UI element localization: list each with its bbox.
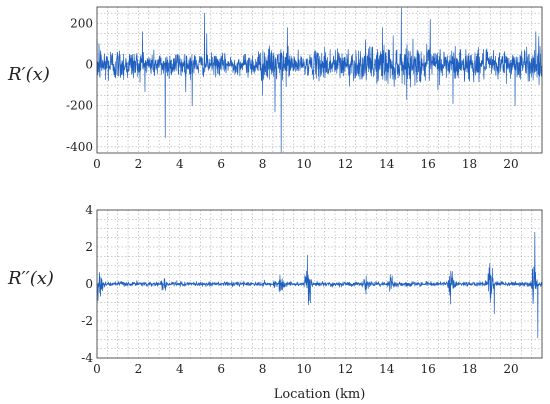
ytick-label: 4 xyxy=(85,203,93,217)
xtick-label: 2 xyxy=(135,362,143,376)
xtick-labels-top: 0 2 4 6 8 10 12 14 16 18 20 xyxy=(93,157,518,171)
ytick-labels-top: 200 0 -200 -400 xyxy=(66,16,93,153)
plot-frame-bottom xyxy=(96,209,543,359)
xtick-label: 12 xyxy=(338,362,353,376)
ytick-label: 2 xyxy=(85,240,93,254)
xtick-label: 10 xyxy=(296,362,311,376)
xtick-labels-bottom: 0 2 4 6 8 10 12 14 16 18 20 xyxy=(93,362,518,376)
ytick-label: -400 xyxy=(66,140,93,154)
xtick-label: 8 xyxy=(259,157,267,171)
ytick-label: -2 xyxy=(81,314,93,328)
xtick-label: 12 xyxy=(338,157,353,171)
xtick-label: 16 xyxy=(421,362,436,376)
xtick-label: 18 xyxy=(462,157,477,171)
xtick-label: 20 xyxy=(503,362,518,376)
xtick-label: 0 xyxy=(93,362,101,376)
ytick-label: -200 xyxy=(66,99,93,113)
xtick-label: 0 xyxy=(93,157,101,171)
ytick-labels-bottom: 4 2 0 -2 -4 xyxy=(81,203,93,365)
grid-top xyxy=(96,7,543,153)
series-line xyxy=(96,231,543,338)
xtick-label: 2 xyxy=(135,157,143,171)
xtick-label: 14 xyxy=(379,362,395,376)
xtick-label: 10 xyxy=(296,157,311,171)
chart-top-rprime: 0 2 4 6 8 10 12 14 16 18 20 200 0 -200 -400 R′(x) xyxy=(7,6,543,171)
xtick-label: 6 xyxy=(217,157,225,171)
xtick-label: 4 xyxy=(176,157,184,171)
trace-bottom xyxy=(96,231,543,338)
xtick-label: 8 xyxy=(259,362,267,376)
xtick-label: 14 xyxy=(379,157,395,171)
xtick-label: 6 xyxy=(217,362,225,376)
xtick-label: 18 xyxy=(462,362,477,376)
series-line xyxy=(96,7,543,153)
ytick-label: 0 xyxy=(85,277,93,291)
trace-top xyxy=(96,7,543,153)
ytick-label: -4 xyxy=(81,351,93,365)
ylabel-bottom: R′′(x) xyxy=(7,268,54,289)
xtick-label: 16 xyxy=(421,157,436,171)
ytick-label: 0 xyxy=(85,58,93,72)
ytick-label: 200 xyxy=(70,16,93,30)
xlabel-bottom: Location (km) xyxy=(274,387,366,402)
xtick-label: 20 xyxy=(503,157,518,171)
chart-bottom-rdoubleprime: 0 2 4 6 8 10 12 14 16 18 20 420-2-4 R′′(x) Locatio… xyxy=(7,203,543,402)
xtick-label: 4 xyxy=(176,362,184,376)
ylabel-top: R′(x) xyxy=(7,64,50,85)
plot-frame-top xyxy=(96,6,543,154)
